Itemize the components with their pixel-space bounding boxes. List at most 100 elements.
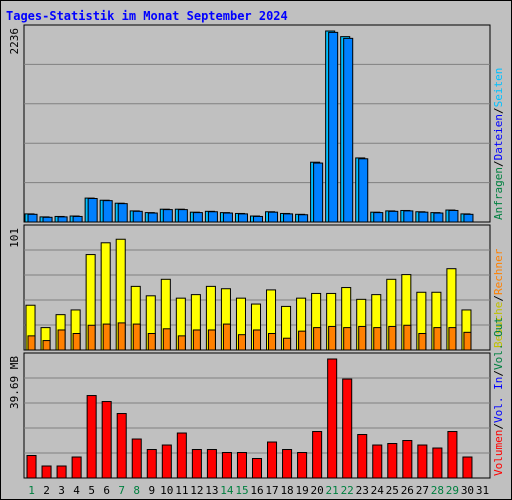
bottom-legend-entry: Volumen	[492, 430, 505, 476]
top-bar-dateien	[252, 215, 264, 223]
top-legend-entry: /	[492, 160, 505, 167]
middle-bar-rechner	[222, 323, 231, 351]
bottom-legend: Volumen/Vol. In/Vol. Out	[492, 317, 505, 476]
middle-bar-rechner	[177, 335, 186, 351]
top-bar-dateien	[207, 211, 218, 223]
middle-bar-rechner	[403, 324, 412, 351]
middle-bar-rechner	[373, 327, 382, 351]
middle-bar-rechner	[283, 337, 292, 351]
bottom-bar-volumen	[462, 456, 473, 479]
x-tick-label: 13	[205, 484, 218, 497]
x-tick-label: 31	[476, 484, 489, 497]
x-tick-label: 18	[280, 484, 293, 497]
bottom-bar-volumen	[267, 441, 278, 479]
top-bar-dateien	[298, 214, 309, 223]
x-tick-label: 23	[356, 484, 369, 497]
top-legend: Anfragen/Dateien/Seiten	[492, 68, 505, 220]
middle-legend-entry: Rechner	[492, 248, 505, 295]
middle-bar-rechner	[418, 333, 427, 351]
x-tick-label: 20	[311, 484, 324, 497]
chart-title: Tages-Statistik im Monat September 2024	[6, 9, 288, 23]
bottom-bar-volumen	[251, 458, 263, 479]
middle-bar-rechner	[268, 333, 277, 351]
top-bar-dateien	[343, 37, 354, 223]
bottom-bar-volumen	[176, 432, 187, 479]
x-tick-label: 10	[160, 484, 173, 497]
bottom-bar-volumen	[71, 456, 82, 479]
bottom-bar-volumen	[297, 452, 308, 479]
middle-bar-rechner	[328, 325, 337, 351]
middle-bar-rechner	[388, 325, 397, 351]
top-bar-dateien	[42, 216, 53, 223]
bottom-bar-volumen	[357, 434, 368, 479]
x-tick-label: 14	[220, 484, 234, 497]
middle-bar-rechner	[343, 327, 352, 351]
top-bar-dateien	[177, 209, 188, 223]
top-bar-dateien	[192, 212, 203, 223]
x-tick-label: 26	[401, 484, 414, 497]
bottom-bar-volumen	[342, 378, 353, 479]
x-tick-label: 1	[28, 484, 35, 497]
middle-max-label: 101	[8, 228, 21, 248]
top-bar-dateien	[117, 203, 128, 223]
bottom-max-label: 39.69 MB	[8, 356, 21, 409]
top-bar-dateien	[448, 209, 459, 223]
top-bar-dateien	[388, 210, 399, 223]
bottom-bar-volumen	[26, 455, 37, 479]
bottom-legend-entry: /	[492, 423, 505, 430]
x-tick-label: 28	[431, 484, 444, 497]
bottom-bar-volumen	[236, 452, 247, 479]
middle-legend: Besuche/Rechner	[492, 248, 505, 348]
middle-bar-rechner	[27, 335, 36, 351]
x-tick-label: 4	[73, 484, 80, 497]
bottom-bar-volumen	[387, 443, 398, 479]
bottom-bar-volumen	[417, 444, 428, 479]
top-bar-dateien	[147, 212, 158, 223]
middle-bar-rechner	[87, 324, 96, 351]
top-legend-entry: Seiten	[492, 68, 505, 108]
bottom-bar-volumen	[146, 449, 157, 479]
bottom-bar-volumen	[191, 449, 202, 479]
bottom-bar-volumen	[116, 413, 127, 479]
top-bar-dateien	[373, 212, 384, 223]
bottom-bar-volumen	[101, 401, 112, 479]
x-tick-label: 25	[386, 484, 399, 497]
middle-bar-rechner	[358, 325, 367, 351]
bottom-bar-volumen	[372, 444, 383, 479]
x-tick-label: 19	[295, 484, 308, 497]
bottom-bar-volumen	[221, 452, 232, 479]
bottom-bar-volumen	[447, 431, 458, 479]
middle-bar-rechner	[192, 329, 201, 351]
x-tick-label: 27	[416, 484, 429, 497]
bottom-bar-volumen	[161, 444, 172, 479]
bottom-bar-volumen	[86, 395, 97, 479]
top-bar-dateien	[268, 211, 279, 223]
middle-bar-rechner	[207, 329, 216, 351]
x-tick-label: 6	[103, 484, 110, 497]
middle-legend-entry: Besuche	[492, 302, 505, 348]
x-tick-label: 30	[461, 484, 474, 497]
middle-bar-rechner	[132, 323, 141, 351]
top-bar-dateien	[132, 210, 143, 223]
top-bar-dateien	[418, 211, 429, 223]
x-tick-label: 9	[148, 484, 155, 497]
x-tick-label: 17	[265, 484, 278, 497]
top-bar-dateien	[358, 158, 369, 223]
middle-bar-rechner	[313, 327, 322, 351]
bottom-bar-volumen	[402, 440, 413, 479]
middle-bar-rechner	[117, 322, 126, 351]
top-bar-dateien	[27, 213, 38, 223]
x-tick-label: 21	[326, 484, 339, 497]
bottom-bar-volumen	[131, 438, 142, 479]
top-bar-dateien	[102, 200, 113, 223]
x-tick-label: 5	[88, 484, 95, 497]
middle-bar-rechner	[298, 330, 307, 351]
top-bar-dateien	[403, 210, 414, 223]
top-bar-dateien	[222, 212, 233, 223]
top-max-label: 2236	[8, 28, 21, 55]
middle-bar-rechner	[42, 340, 51, 351]
top-bar-dateien	[57, 216, 68, 223]
bottom-bar-volumen	[432, 447, 443, 479]
bottom-legend-entry: Vol. In	[492, 377, 505, 423]
